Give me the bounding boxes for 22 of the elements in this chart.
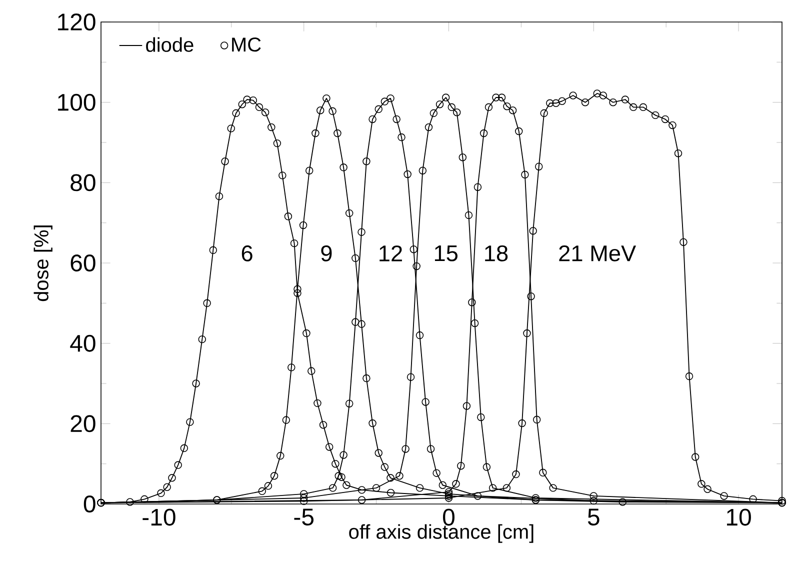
y-tick-label: 20 [70,415,96,432]
x-tick-label: 5 [588,508,600,526]
legend-label: diode [146,37,194,52]
annotation: 9 [321,245,332,262]
x-tick-label: -5 [294,508,314,526]
x-tick-label: 0 [443,508,454,526]
annotation: 12 [380,245,402,262]
x-axis-title: off axis distance [cm] [349,524,534,543]
y-tick-label: 100 [58,94,96,111]
annotation: 18 [485,245,508,262]
y-tick-label: 80 [70,174,96,192]
x-tick-label: -10 [142,508,176,526]
legend-label: MC [232,38,261,52]
annotation: 15 [434,245,458,262]
y-axis-title: dose [%] [34,226,52,302]
y-tick-label: 0 [84,495,96,512]
annotation: 6 [242,245,252,262]
annotation: 21 MeV [559,245,636,262]
x-tick-label: 10 [727,508,751,526]
y-tick-label: 60 [70,254,96,272]
y-tick-label: 40 [70,334,96,352]
y-tick-label: 120 [58,13,96,30]
